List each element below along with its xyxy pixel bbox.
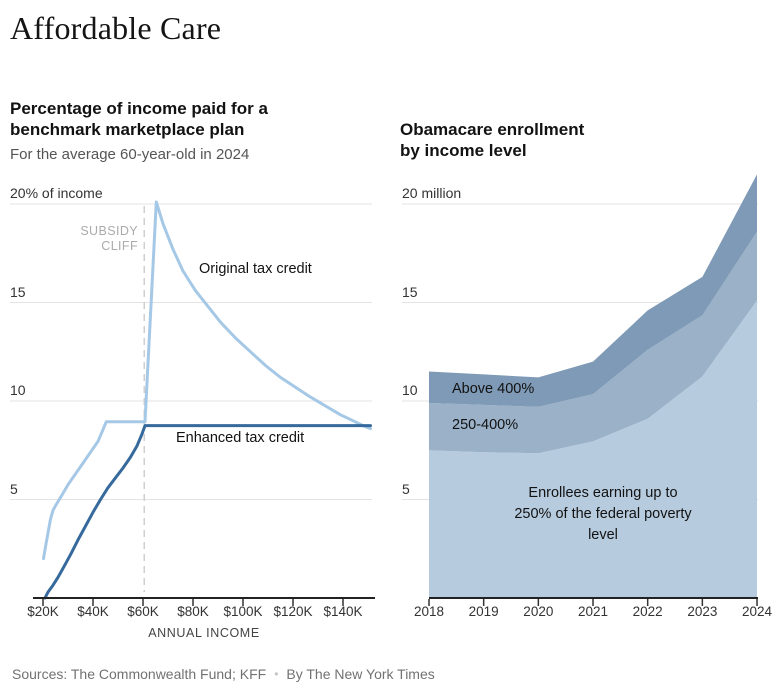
original-tax-credit-label: Original tax credit — [199, 261, 312, 277]
annual-income-axis-title: ANNUAL INCOME — [148, 626, 260, 640]
footer: Sources: The Commonwealth Fund; KFF • By… — [12, 666, 435, 682]
right-ytick-15: 15 — [402, 283, 418, 300]
left-ytick-10: 10 — [10, 382, 26, 398]
left-xtick-$80K: $80K — [177, 604, 209, 619]
left-ytick-20: 20% of income — [10, 185, 103, 201]
right-xtick-2018: 2018 — [413, 604, 445, 619]
right-xtick-2022: 2022 — [632, 604, 663, 619]
left-xtick-$140K: $140K — [323, 604, 363, 619]
right-xtick-2021: 2021 — [577, 604, 609, 619]
enhanced-tax-credit-label: Enhanced tax credit — [176, 430, 305, 446]
right-xtick-2020: 2020 — [523, 604, 554, 619]
left-xtick-$60K: $60K — [127, 604, 159, 619]
left-ytick-15: 15 — [10, 283, 26, 300]
left-xtick-$20K: $20K — [27, 604, 59, 619]
left-chart-heading-line2: benchmark marketplace plan — [10, 120, 245, 139]
left-chart-svg — [10, 200, 375, 606]
250-400-label: 250-400% — [452, 417, 519, 433]
left-chart-heading: Percentage of income paid for a benchmar… — [10, 98, 268, 163]
right-chart-svg — [402, 174, 758, 606]
left-chart-heading-line1: Percentage of income paid for a — [10, 99, 268, 118]
right-xtick-2019: 2019 — [468, 604, 499, 619]
right-ytick-20: 20 million — [402, 185, 462, 201]
right-chart-heading-line1: Obamacare enrollment — [400, 120, 585, 139]
right-chart-heading-line2: by income level — [400, 141, 527, 160]
right-xtick-2024: 2024 — [741, 604, 773, 619]
footer-sources: Sources: The Commonwealth Fund; KFF — [12, 666, 267, 682]
left-chart-subtitle: For the average 60-year-old in 2024 — [10, 146, 250, 163]
right-ytick-10: 10 — [402, 382, 418, 398]
enrollees-250-label: Enrollees earning up to 250% of the fede… — [514, 485, 692, 543]
page-title: Affordable Care — [10, 10, 222, 46]
right-ytick-5: 5 — [402, 480, 410, 497]
left-xtick-$40K: $40K — [77, 604, 109, 619]
left-xtick-$100K: $100K — [223, 604, 263, 619]
left-xtick-$120K: $120K — [273, 604, 313, 619]
above-400-label: Above 400% — [452, 381, 535, 397]
left-ytick-5: 5 — [10, 480, 18, 497]
subsidy-cliff-label: SUBSIDY CLIFF — [80, 224, 138, 253]
footer-bullet-icon: • — [274, 667, 279, 681]
footer-byline: By The New York Times — [286, 666, 435, 682]
right-xtick-2023: 2023 — [687, 604, 718, 619]
right-chart-heading: Obamacare enrollment by income level — [400, 119, 584, 161]
